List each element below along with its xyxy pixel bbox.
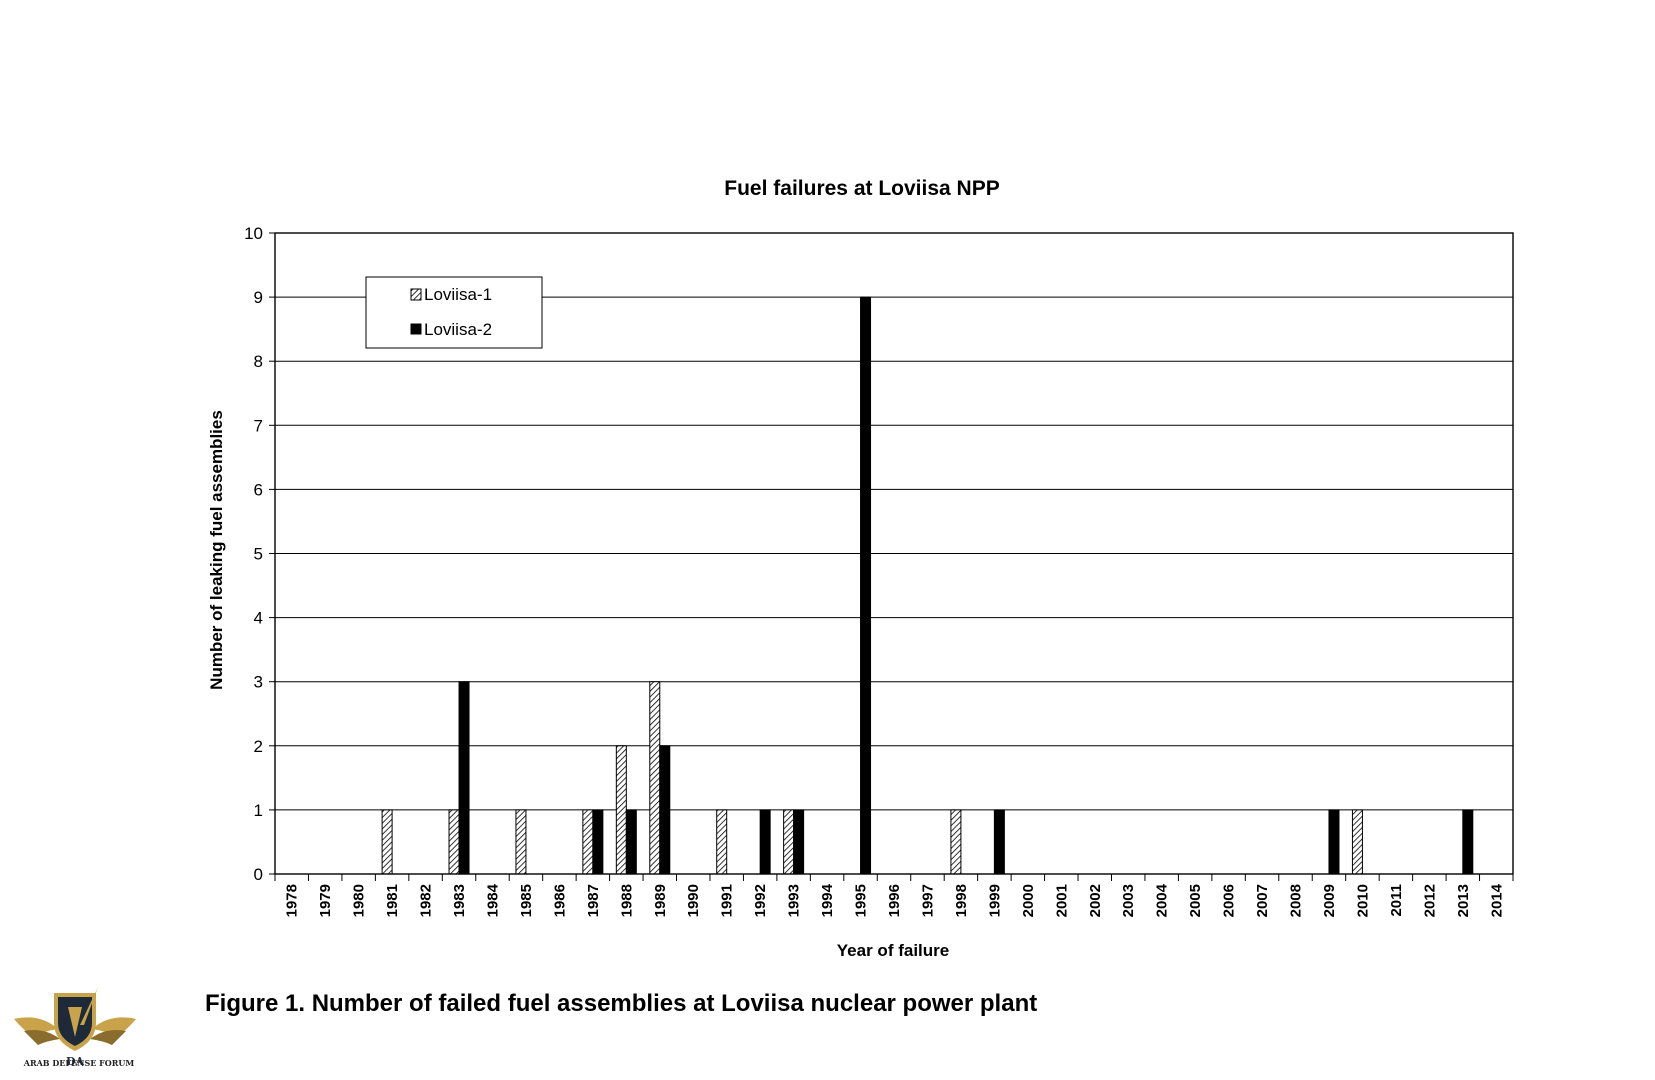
x-tick-label: 2000 — [1020, 884, 1037, 917]
bar-loviisa-2-1999 — [993, 809, 1005, 875]
x-tick-label: 2002 — [1087, 884, 1104, 917]
grid — [275, 296, 1513, 811]
bar-loviisa-1-1993 — [783, 809, 795, 875]
x-tick-label: 1999 — [986, 884, 1003, 917]
x-tick-label: 2009 — [1321, 884, 1338, 917]
x-tick-label: 2014 — [1488, 883, 1505, 917]
bar-loviisa-2-1987 — [592, 809, 604, 875]
chart-title: Fuel failures at Loviisa NPP — [724, 177, 999, 200]
x-tick-label: 1996 — [886, 884, 903, 917]
bar-loviisa-1-1985 — [515, 809, 527, 875]
x-tick-label: 2003 — [1120, 884, 1137, 917]
x-axis-ticks: 1978 1979 1980 1981 1982 1983 1984 1985 1986 1987… — [274, 874, 1514, 917]
x-tick-label: 2005 — [1187, 884, 1204, 917]
bar-loviisa-2-2013 — [1462, 809, 1474, 875]
x-tick-label: 2011 — [1388, 884, 1405, 917]
legend-box — [365, 276, 543, 349]
x-tick-label: 1978 — [284, 884, 301, 917]
y-tick-label: 2 — [254, 737, 263, 756]
x-tick-label: 1979 — [317, 884, 334, 917]
svg-text:DA: DA — [66, 1055, 85, 1068]
x-tick-label: 2004 — [1154, 883, 1171, 917]
y-tick-label: 10 — [244, 224, 263, 243]
x-tick-label: 1984 — [484, 883, 501, 917]
y-tick-label: 5 — [254, 545, 263, 564]
bar-loviisa-1-1983 — [448, 809, 460, 875]
x-tick-label: 1989 — [652, 884, 669, 917]
y-axis-ticks: 0 1 2 3 4 5 6 7 8 9 10 — [244, 224, 275, 884]
x-tick-label: 1992 — [752, 884, 769, 917]
x-tick-label: 1983 — [451, 884, 468, 917]
bars — [381, 296, 1474, 875]
bar-loviisa-1-1989 — [649, 681, 661, 875]
bar-loviisa-2-2009 — [1328, 809, 1340, 875]
bar-loviisa-2-1989 — [659, 745, 671, 875]
bar-loviisa-1-2010 — [1351, 809, 1363, 875]
x-tick-label: 2006 — [1221, 884, 1238, 917]
x-tick-label: 1985 — [518, 884, 535, 917]
bar-loviisa-2-1983 — [458, 681, 470, 875]
x-tick-label: 2008 — [1288, 884, 1305, 917]
x-tick-label: 1990 — [685, 884, 702, 917]
logo-text: ARAB DEFENSE FORUM — [23, 1058, 135, 1068]
y-tick-label: 9 — [254, 288, 263, 307]
x-tick-label: 2012 — [1421, 884, 1438, 917]
x-tick-label: 1993 — [786, 884, 803, 917]
bar-loviisa-2-1993 — [793, 809, 805, 875]
y-tick-label: 7 — [254, 416, 263, 435]
x-tick-label: 1981 — [384, 884, 401, 917]
x-tick-label: 1986 — [551, 884, 568, 917]
x-tick-label: 1998 — [953, 884, 970, 917]
x-tick-label: 1995 — [853, 884, 870, 917]
x-tick-label: 1994 — [819, 883, 836, 917]
y-tick-label: 0 — [254, 865, 263, 884]
bar-loviisa-1-1988 — [615, 745, 627, 875]
legend-label-loviisa-2: Loviisa-2 — [424, 320, 492, 339]
y-axis-label: Number of leaking fuel assemblies — [207, 410, 226, 690]
y-tick-label: 8 — [254, 352, 263, 371]
x-tick-label: 1980 — [351, 884, 368, 917]
x-tick-label: 1997 — [919, 884, 936, 917]
x-tick-label: 2001 — [1053, 884, 1070, 917]
y-tick-label: 3 — [254, 673, 263, 692]
bar-loviisa-1-1998 — [950, 809, 962, 875]
y-tick-label: 1 — [254, 801, 263, 820]
x-tick-label: 2013 — [1455, 884, 1472, 917]
shield-wings-icon: DA — [14, 987, 136, 1068]
bar-loviisa-1-1991 — [716, 809, 728, 875]
x-axis-label: Year of failure — [837, 941, 949, 960]
x-tick-label: 1991 — [719, 884, 736, 917]
x-tick-label: 2007 — [1254, 884, 1271, 917]
bar-loviisa-2-1988 — [625, 809, 637, 875]
legend: Loviisa-1 Loviisa-2 — [365, 276, 543, 349]
y-tick-label: 6 — [254, 480, 263, 499]
bar-loviisa-2-1995 — [860, 296, 872, 875]
y-tick-label: 4 — [254, 609, 263, 628]
legend-label-loviisa-1: Loviisa-1 — [424, 285, 492, 304]
legend-swatch-loviisa-1 — [410, 288, 422, 301]
bar-loviisa-1-1987 — [582, 809, 594, 875]
bar-loviisa-2-1992 — [759, 809, 771, 875]
bar-loviisa-1-1981 — [381, 809, 393, 875]
legend-swatch-loviisa-2 — [410, 323, 422, 335]
x-tick-label: 1988 — [618, 884, 635, 917]
x-tick-label: 1982 — [418, 884, 435, 917]
x-tick-label: 2010 — [1354, 884, 1371, 917]
figure-caption: Figure 1. Number of failed fuel assembli… — [205, 990, 1038, 1017]
x-tick-label: 1987 — [585, 884, 602, 917]
